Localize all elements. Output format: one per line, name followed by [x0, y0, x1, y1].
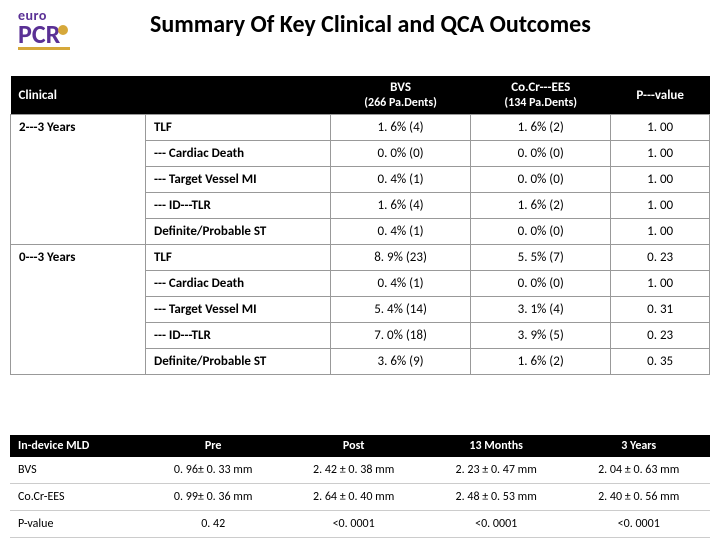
cell-value: 1. 6% (4): [331, 193, 471, 219]
cell-value: 0. 0% (0): [471, 167, 611, 193]
cell-value: 3. 1% (4): [471, 297, 611, 323]
logo-dot-icon: [58, 25, 68, 35]
mld-cell: 0. 96± 0. 33 mm: [144, 457, 282, 484]
cell-value: 1. 6% (2): [471, 349, 611, 375]
cell-value: 8. 9% (23): [331, 245, 471, 271]
row-label: Definite/Probable ST: [146, 219, 331, 245]
bvs-line2: (266 Pa.Dents): [364, 96, 437, 110]
cell-value: 3. 6% (9): [331, 349, 471, 375]
cell-value: 0. 0% (0): [471, 219, 611, 245]
mld-cell: 2. 23 ± 0. 47 mm: [425, 457, 568, 484]
row-label: --- ID---TLR: [146, 323, 331, 349]
cell-value: 1. 00: [611, 141, 710, 167]
mld-cell: 2. 40 ± 0. 56 mm: [567, 484, 710, 511]
mld-col-header: Post: [282, 435, 425, 457]
col-header-clinical: Clinical: [11, 76, 146, 115]
slide-title: Summary Of Key Clinical and QCA Outcomes: [150, 12, 650, 38]
cell-value: 0. 23: [611, 323, 710, 349]
group-label: 2---3 Years: [11, 115, 146, 245]
row-label: --- Cardiac Death: [146, 141, 331, 167]
row-label: --- ID---TLR: [146, 193, 331, 219]
cocr-line1: Co.Cr---EES: [511, 80, 570, 95]
cell-value: 1. 00: [611, 193, 710, 219]
group-label: 0---3 Years: [11, 245, 146, 375]
cell-value: 0. 0% (0): [471, 141, 611, 167]
cell-value: 0. 23: [611, 245, 710, 271]
cell-value: 5. 5% (7): [471, 245, 611, 271]
col-header-bvs: BVS (266 Pa.Dents): [331, 76, 471, 115]
cell-value: 0. 35: [611, 349, 710, 375]
mld-cell: 2. 42 ± 0. 38 mm: [282, 457, 425, 484]
mld-row-label: BVS: [10, 457, 144, 484]
mld-cell: <0. 0001: [282, 511, 425, 538]
cell-value: 0. 31: [611, 297, 710, 323]
clinical-outcomes-table: Clinical BVS (266 Pa.Dents) Co.Cr---EES …: [10, 76, 710, 375]
logo-bottom: PCR: [18, 23, 60, 46]
mld-row-label: P-value: [10, 511, 144, 538]
cell-value: 1. 00: [611, 115, 710, 141]
mld-row-label: Co.Cr-EES: [10, 484, 144, 511]
cell-value: 0. 0% (0): [331, 141, 471, 167]
mld-cell: <0. 0001: [425, 511, 568, 538]
mld-col-header: 13 Months: [425, 435, 568, 457]
row-label: --- Target Vessel MI: [146, 297, 331, 323]
row-label: Definite/Probable ST: [146, 349, 331, 375]
cell-value: 1. 00: [611, 167, 710, 193]
cell-value: 1. 00: [611, 219, 710, 245]
mld-cell: <0. 0001: [567, 511, 710, 538]
mld-col-header: In-device MLD: [10, 435, 144, 457]
col-header-cocr: Co.Cr---EES (134 Pa.Dents): [471, 76, 611, 115]
cell-value: 1. 6% (4): [331, 115, 471, 141]
cell-value: 3. 9% (5): [471, 323, 611, 349]
mld-col-header: Pre: [144, 435, 282, 457]
mld-table: In-device MLDPrePost13 Months3 Years BVS…: [10, 435, 710, 538]
cell-value: 5. 4% (14): [331, 297, 471, 323]
cocr-line2: (134 Pa.Dents): [504, 96, 577, 110]
row-label: --- Cardiac Death: [146, 271, 331, 297]
mld-cell: 0. 42: [144, 511, 282, 538]
col-header-pvalue: P---value: [611, 76, 710, 115]
row-label: TLF: [146, 115, 331, 141]
mld-cell: 0. 99± 0. 36 mm: [144, 484, 282, 511]
cell-value: 7. 0% (18): [331, 323, 471, 349]
brand-logo: euro PCR: [18, 10, 70, 50]
cell-value: 1. 6% (2): [471, 115, 611, 141]
row-label: TLF: [146, 245, 331, 271]
cell-value: 1. 00: [611, 271, 710, 297]
cell-value: 0. 0% (0): [471, 271, 611, 297]
mld-cell: 2. 48 ± 0. 53 mm: [425, 484, 568, 511]
mld-cell: 2. 04 ± 0. 63 mm: [567, 457, 710, 484]
cell-value: 1. 6% (2): [471, 193, 611, 219]
cell-value: 0. 4% (1): [331, 271, 471, 297]
col-header-blank: [146, 76, 331, 115]
mld-cell: 2. 64 ± 0. 40 mm: [282, 484, 425, 511]
cell-value: 0. 4% (1): [331, 167, 471, 193]
bvs-line1: BVS: [390, 80, 411, 95]
cell-value: 0. 4% (1): [331, 219, 471, 245]
mld-col-header: 3 Years: [567, 435, 710, 457]
row-label: --- Target Vessel MI: [146, 167, 331, 193]
